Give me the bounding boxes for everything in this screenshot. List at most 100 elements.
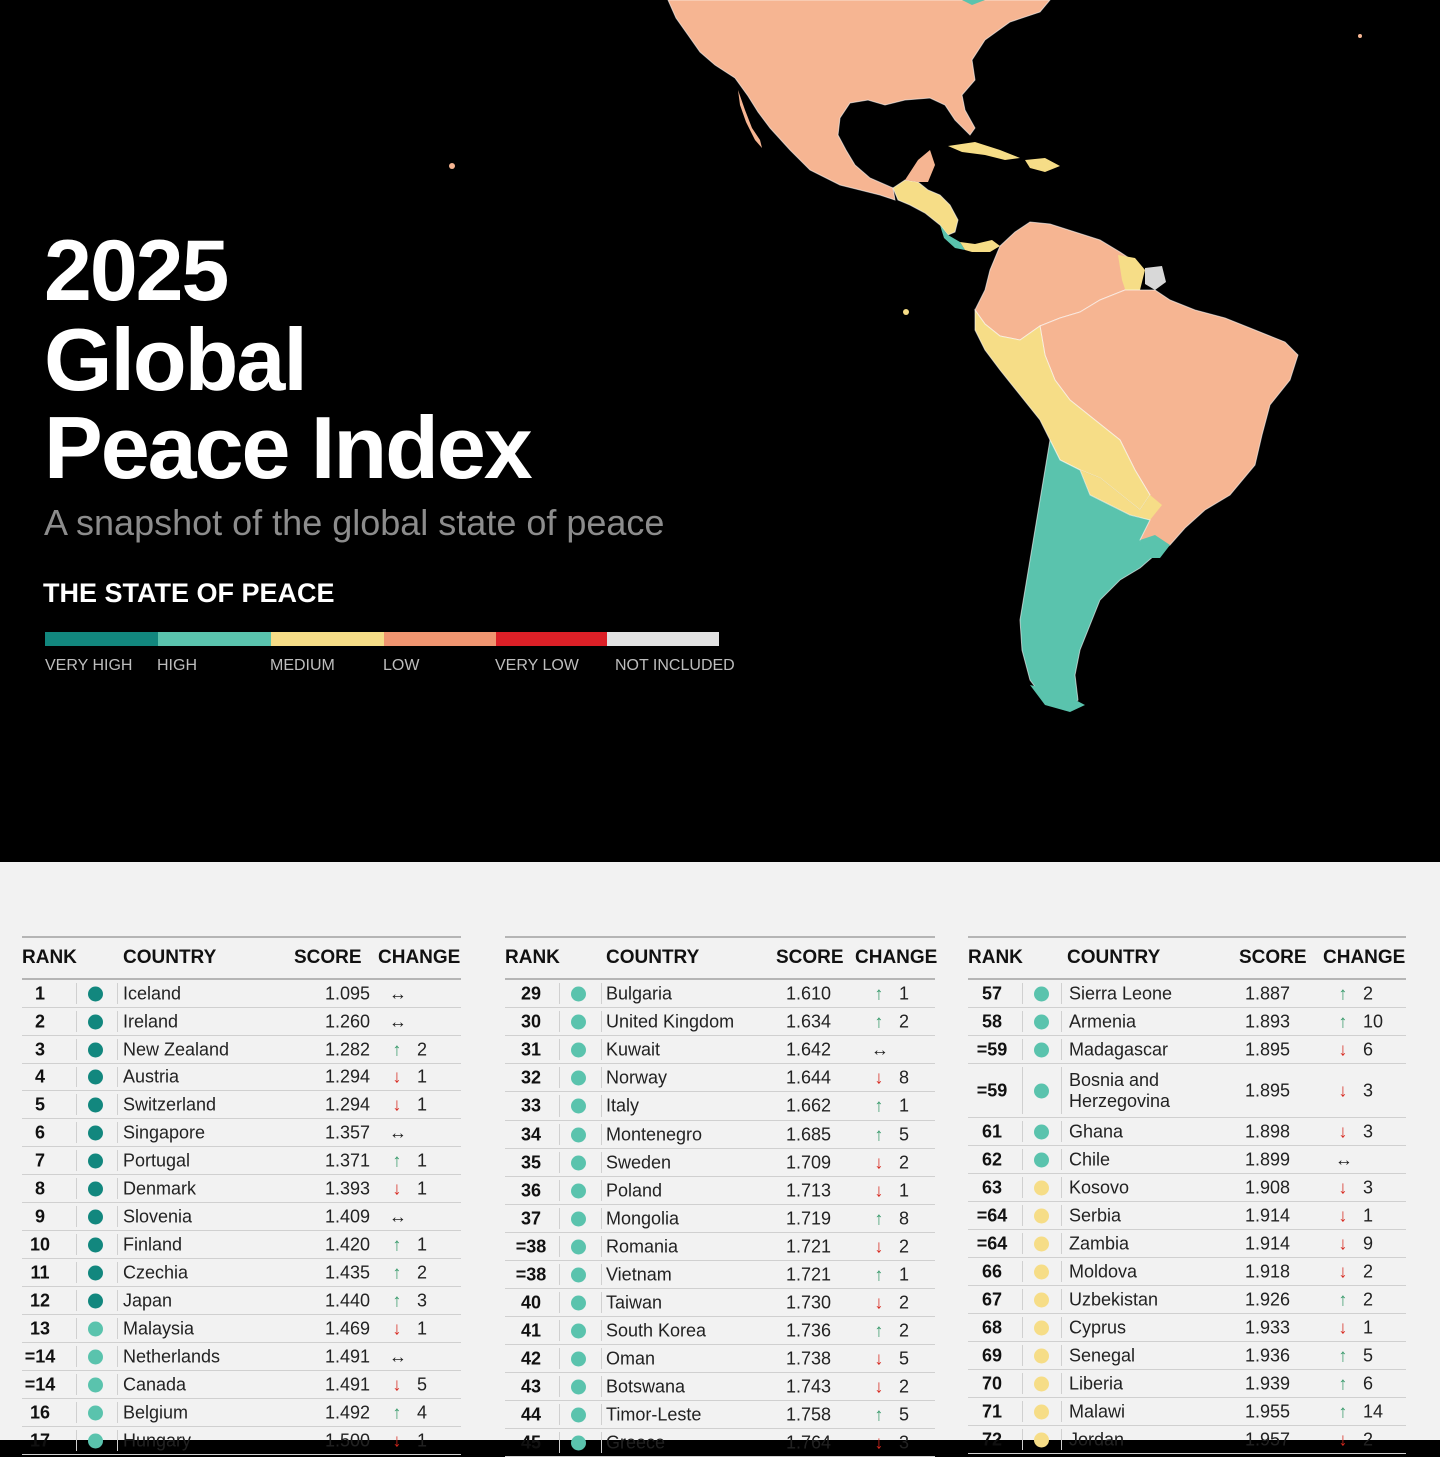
column-divider xyxy=(76,1122,77,1143)
change-value: 3 xyxy=(1363,1121,1374,1141)
peace-level-dot xyxy=(1034,1152,1049,1167)
column-divider xyxy=(76,1178,77,1199)
country-cell: Chile xyxy=(1069,1149,1111,1169)
table-row: 10 Finland 1.420 ↑ 1 xyxy=(22,1231,461,1259)
column-divider xyxy=(117,1150,118,1171)
table-row: 43 Botswana 1.743 ↓ 2 xyxy=(505,1373,935,1401)
country-cell: Romania xyxy=(606,1236,679,1256)
country-cell: Moldova xyxy=(1069,1261,1138,1281)
arrow-up-icon: ↑ xyxy=(1338,1011,1348,1031)
header-rank: RANK xyxy=(505,947,560,968)
score-cell: 1.895 xyxy=(1245,1080,1291,1100)
country-cell: Madagascar xyxy=(1069,1039,1169,1059)
header-score: SCORE xyxy=(776,947,844,968)
peace-level-dot xyxy=(1034,1320,1049,1335)
region-greenland-edge xyxy=(962,0,985,5)
country-cell: Switzerland xyxy=(123,1094,217,1114)
column-divider xyxy=(1022,1205,1023,1226)
change-value: 1 xyxy=(899,983,910,1003)
country-cell: Iceland xyxy=(123,983,182,1003)
country-cell: Canada xyxy=(123,1374,187,1394)
country-cell: Zambia xyxy=(1069,1233,1130,1253)
change-value: 2 xyxy=(899,1292,910,1312)
peace-level-dot xyxy=(1034,1180,1049,1195)
column-divider xyxy=(76,1290,77,1311)
table-row: 63 Kosovo 1.908 ↓ 3 xyxy=(968,1174,1406,1202)
score-cell: 1.393 xyxy=(325,1178,371,1198)
peace-level-dot xyxy=(88,1125,103,1140)
arrow-up-icon: ↑ xyxy=(1338,1373,1348,1393)
arrow-both-icon: ↔ xyxy=(1335,1149,1353,1169)
rank-cell: 13 xyxy=(29,1318,51,1338)
table-row: =59 Bosnia and Herzegovina 1.895 ↓ 3 xyxy=(968,1064,1406,1118)
subtitle: A snapshot of the global state of peace xyxy=(44,502,665,543)
column-divider xyxy=(1022,983,1023,1004)
rank-cell: 31 xyxy=(520,1039,542,1059)
arrow-down-icon: ↓ xyxy=(392,1094,402,1114)
column-divider xyxy=(76,1374,77,1395)
peace-level-dot xyxy=(88,1237,103,1252)
column-divider xyxy=(601,1152,602,1173)
peace-level-dot xyxy=(571,1070,586,1085)
score-cell: 1.709 xyxy=(786,1152,832,1172)
peace-level-dot xyxy=(88,1181,103,1196)
peace-level-dot xyxy=(1034,1348,1049,1363)
table-row: 4 Austria 1.294 ↓ 1 xyxy=(22,1064,461,1091)
column-divider xyxy=(559,1432,560,1453)
table-row: 17 Hungary 1.500 ↓ 1 xyxy=(22,1427,461,1455)
country-cell: Ireland xyxy=(123,1011,179,1031)
header-country: COUNTRY xyxy=(606,947,700,968)
rank-cell: 61 xyxy=(981,1121,1003,1141)
column-divider xyxy=(1022,1177,1023,1198)
peace-level-dot xyxy=(88,1097,103,1112)
column-divider xyxy=(117,1234,118,1255)
rank-cell: 44 xyxy=(520,1404,542,1424)
peace-level-dot xyxy=(88,1377,103,1392)
peace-level-dot xyxy=(571,1435,586,1450)
score-cell: 1.955 xyxy=(1245,1401,1291,1421)
country-cell: Hungary xyxy=(123,1430,192,1450)
column-divider xyxy=(76,1206,77,1227)
header-change: CHANGE xyxy=(1323,947,1406,968)
peace-level-dot xyxy=(571,1323,586,1338)
rank-cell: 17 xyxy=(29,1430,51,1450)
change-value: 2 xyxy=(899,1152,910,1172)
legend-swatch-medium xyxy=(271,632,384,646)
rank-cell: 4 xyxy=(34,1066,45,1087)
column-divider xyxy=(601,1180,602,1201)
change-value: 3 xyxy=(1363,1177,1374,1197)
arrow-down-icon: ↓ xyxy=(1338,1317,1348,1337)
column-divider xyxy=(601,1264,602,1285)
legend-title: THE STATE OF PEACE xyxy=(43,578,335,608)
table-row: 2 Ireland 1.260 ↔ xyxy=(22,1008,461,1036)
column-divider xyxy=(1022,1039,1023,1060)
peace-level-dot xyxy=(571,1042,586,1057)
score-cell: 1.420 xyxy=(325,1234,371,1254)
column-divider xyxy=(1022,1401,1023,1422)
country-cell: Poland xyxy=(606,1180,663,1200)
column-divider xyxy=(76,1039,77,1060)
rank-cell: 70 xyxy=(981,1373,1003,1393)
table-row: 11 Czechia 1.435 ↑ 2 xyxy=(22,1259,461,1287)
table-row: 58 Armenia 1.893 ↑ 10 xyxy=(968,1008,1406,1036)
table-row: 33 Italy 1.662 ↑ 1 xyxy=(505,1092,935,1121)
table-row: 71 Malawi 1.955 ↑ 14 xyxy=(968,1398,1406,1426)
score-cell: 1.469 xyxy=(325,1318,371,1338)
column-divider xyxy=(1061,1401,1062,1422)
table-row: 9 Slovenia 1.409 ↔ xyxy=(22,1203,461,1231)
change-value: 3 xyxy=(417,1290,428,1310)
change-value: 8 xyxy=(899,1067,910,1087)
arrow-up-icon: ↑ xyxy=(874,1095,884,1116)
column-divider xyxy=(1022,1317,1023,1338)
score-cell: 1.936 xyxy=(1245,1345,1291,1365)
region-baja xyxy=(738,90,762,148)
peace-level-dot xyxy=(88,1209,103,1224)
table-row: =59 Madagascar 1.895 ↓ 6 xyxy=(968,1036,1406,1064)
peace-level-dot xyxy=(88,1265,103,1280)
rank-cell: =38 xyxy=(515,1264,547,1284)
score-cell: 1.500 xyxy=(325,1430,371,1450)
rank-cell: 41 xyxy=(520,1320,542,1340)
country-cell: Netherlands xyxy=(123,1346,221,1366)
column-divider xyxy=(601,1320,602,1341)
peace-level-dot xyxy=(1034,1236,1049,1251)
